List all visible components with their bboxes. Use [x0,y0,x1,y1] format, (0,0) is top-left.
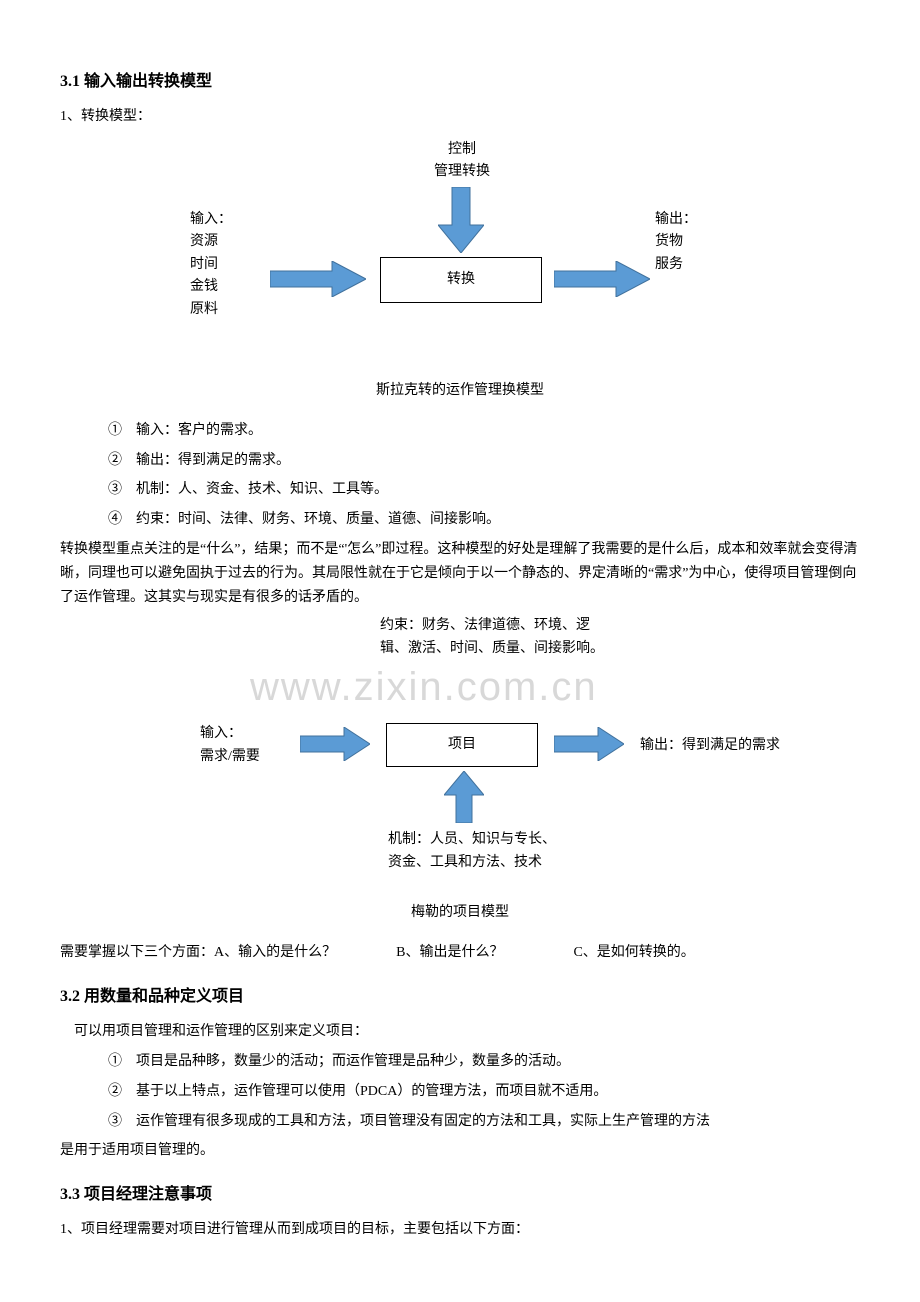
label-left-input2: 输入： 需求/需要 [200,723,260,768]
watermark: www.zixin.com.cn [250,653,598,721]
arrow-right-icon [554,727,624,761]
qrow-c: C、是如何转换的。 [573,941,694,965]
box-project: 项目 [386,723,538,767]
caption-diagram1: 斯拉克转的运作管理换模型 [60,379,860,403]
label-left-input: 输入： 资源 时间 金钱 原料 [190,209,232,321]
diagram-meller-model: www.zixin.com.cn 约束：财务、法律道德、环境、逻 辑、激活、时间… [140,615,780,875]
intro-3-1: 1、转换模型： [60,105,860,129]
heading-3-3: 3.3 项目经理注意事项 [60,1181,860,1208]
diagram-slack-model: 控制 管理转换 输入： 资源 时间 金钱 原料 转换 输出： 货物 服务 [140,139,780,369]
para-3-1: 转换模型重点关注的是“什么”，结果；而不是“'怎么”即过程。这种模型的好处是理解… [60,538,860,609]
label-right-output2: 输出：得到满足的需求 [640,735,780,757]
list-item: ① 输入：客户的需求。 [108,419,860,443]
label-top-control: 控制 管理转换 [402,139,522,184]
arrow-down-icon [438,187,484,253]
box-transform: 转换 [380,257,542,303]
qrow-intro: 需要掌握以下三个方面： [60,941,214,965]
heading-3-2: 3.2 用数量和品种定义项目 [60,983,860,1010]
arrow-up-icon [444,771,484,823]
list-item: ② 基于以上特点，运作管理可以使用（PDCA）的管理方法，而项目就不适用。 [108,1080,860,1104]
list-3-2: ① 项目是品种眵，数量少的活动；而运作管理是品种少，数量多的活动。 ② 基于以上… [60,1050,860,1133]
arrow-right-icon [554,261,650,297]
qrow: 需要掌握以下三个方面：A、输入的是什么？ B、输出是什么？ C、是如何转换的。 [60,941,860,965]
list-item: ③ 机制：人、资金、技术、知识、工具等。 [108,478,860,502]
label-bottom-mechanism: 机制：人员、知识与专长、 资金、工具和方法、技术 [388,829,628,874]
list-item: ④ 约束：时间、法律、财务、环境、质量、道德、间接影响。 [108,508,860,532]
list-item: ① 项目是品种眵，数量少的活动；而运作管理是品种少，数量多的活动。 [108,1050,860,1074]
qrow-b: B、输出是什么？ [396,941,503,965]
p1-3-3: 1、项目经理需要对项目进行管理从而到成项目的目标，主要包括以下方面： [60,1218,860,1242]
tail-3-2: 是用于适用项目管理的。 [60,1139,860,1163]
intro-3-2: 可以用项目管理和运作管理的区别来定义项目： [60,1020,860,1044]
list-item: ② 输出：得到满足的需求。 [108,449,860,473]
heading-3-1: 3.1 输入输出转换模型 [60,68,860,95]
label-top-constraint: 约束：财务、法律道德、环境、逻 辑、激活、时间、质量、间接影响。 [380,615,640,660]
list-3-1: ① 输入：客户的需求。 ② 输出：得到满足的需求。 ③ 机制：人、资金、技术、知… [60,419,860,532]
list-item: ③ 运作管理有很多现成的工具和方法，项目管理没有固定的方法和工具，实际上生产管理… [108,1110,860,1134]
label-right-output: 输出： 货物 服务 [655,209,697,276]
arrow-right-icon [270,261,366,297]
qrow-a: A、输入的是什么？ [214,941,336,965]
arrow-right-icon [300,727,370,761]
caption-diagram2: 梅勒的项目模型 [60,901,860,925]
